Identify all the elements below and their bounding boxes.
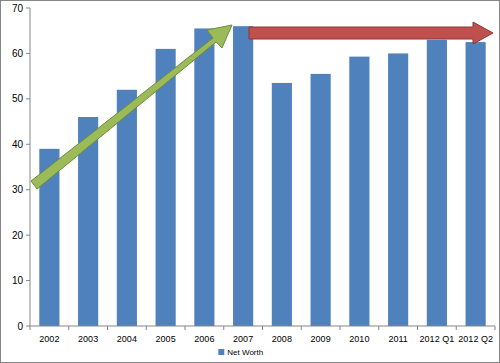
x-tick (495, 326, 496, 330)
y-tick-label: 30 (12, 184, 24, 195)
x-tick-label: 2004 (117, 334, 137, 344)
y-tick (26, 53, 30, 54)
y-tick-label: 10 (12, 275, 24, 286)
x-tick-label: 2011 (388, 334, 407, 344)
bar (272, 83, 292, 326)
legend-label: Net Worth (227, 348, 263, 357)
x-tick-label: 2007 (233, 334, 253, 344)
x-tick (417, 326, 418, 330)
bar (233, 26, 253, 326)
x-tick-label: 2010 (349, 334, 369, 344)
y-tick (26, 326, 30, 327)
red-arrow (249, 22, 493, 44)
y-tick (26, 280, 30, 281)
x-tick-label: 2006 (194, 334, 214, 344)
x-tick (146, 326, 147, 330)
bar (117, 90, 137, 326)
x-tick-label: 2002 (39, 334, 59, 344)
x-tick (340, 326, 341, 330)
bar (388, 53, 408, 326)
x-tick (68, 326, 69, 330)
chart-svg: 0 10 20 30 40 50 60 70 2002 2003 2004 2005 2006 2007 2… (0, 0, 500, 363)
bar (194, 28, 214, 326)
chart-frame (1, 1, 500, 363)
y-tick (26, 98, 30, 99)
bar (311, 74, 331, 326)
bars (39, 26, 485, 326)
y-tick-label: 0 (17, 321, 23, 332)
bar (156, 49, 176, 326)
x-tick (223, 326, 224, 330)
y-tick-label: 50 (12, 93, 24, 104)
y-tick (26, 189, 30, 190)
y-tick-label: 70 (12, 3, 24, 14)
legend: Net Worth (218, 348, 263, 357)
x-tick-label: 2003 (78, 334, 98, 344)
x-tick-label: 2005 (156, 334, 176, 344)
x-tick-label: 2008 (272, 334, 292, 344)
legend-swatch (218, 349, 224, 355)
y-tick-label: 60 (12, 48, 24, 59)
bar (427, 40, 447, 326)
chart-container: 0 10 20 30 40 50 60 70 2002 2003 2004 2005 2006 2007 2… (0, 0, 500, 363)
bar (349, 57, 369, 326)
x-tick (30, 326, 31, 330)
x-tick (262, 326, 263, 330)
y-tick (26, 8, 30, 9)
x-tick-label: 2009 (311, 334, 331, 344)
x-tick (185, 326, 186, 330)
x-tick-label: 2012 Q2 (458, 334, 493, 344)
bar (466, 42, 486, 326)
x-tick-label: 2012 Q1 (420, 334, 455, 344)
y-tick-label: 40 (12, 139, 24, 150)
x-tick (107, 326, 108, 330)
green-arrow (31, 25, 232, 189)
x-tick (378, 326, 379, 330)
y-tick (26, 235, 30, 236)
y-tick (26, 144, 30, 145)
y-axis-line (30, 8, 31, 326)
x-tick (301, 326, 302, 330)
y-tick-label: 20 (12, 230, 24, 241)
x-tick (456, 326, 457, 330)
